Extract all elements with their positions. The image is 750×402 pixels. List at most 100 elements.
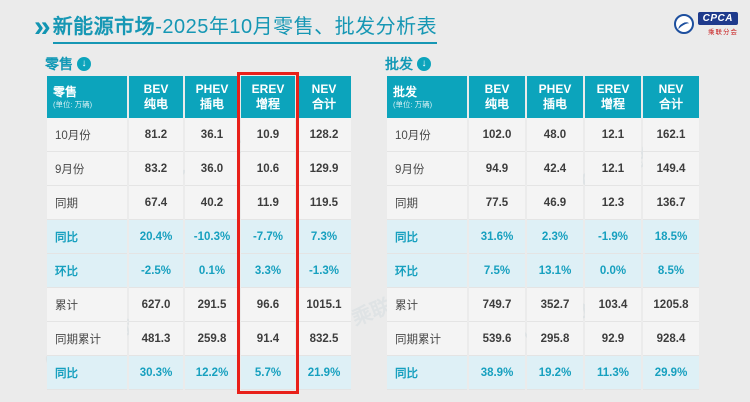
wholesale-header-row: 批发 (单位: 万辆) BEV 纯电 PHEV 插电 EREV 增程 NEV 合计 <box>387 76 699 118</box>
cell-value: 30.3% <box>129 356 183 390</box>
table-row-highlight: 同比 31.6% 2.3% -1.9% 18.5% <box>387 220 699 254</box>
row-label: 累计 <box>387 288 467 322</box>
retail-section-label: 零售 ↓ <box>45 56 353 72</box>
row-label: 同比 <box>47 356 127 390</box>
table-row-highlight: 同比 20.4% -10.3% -7.7% 7.3% <box>47 220 351 254</box>
logo-text-block: CPCA 乘联分会 <box>697 12 738 36</box>
cell-value: -10.3% <box>185 220 239 254</box>
cell-value: 38.9% <box>469 356 525 390</box>
table-row: 9月份 94.9 42.4 12.1 149.4 <box>387 152 699 186</box>
cell-value: 291.5 <box>185 288 239 322</box>
cell-value: 10.6 <box>241 152 295 186</box>
table-header-unit: (单位: 万辆) <box>393 99 433 109</box>
row-label: 10月份 <box>47 118 127 152</box>
row-label: 同比 <box>387 220 467 254</box>
column-header-nev: NEV 合计 <box>643 76 699 118</box>
cell-value: 29.9% <box>643 356 699 390</box>
cell-value: 21.9% <box>297 356 351 390</box>
cell-value: 10.9 <box>241 118 295 152</box>
row-label: 9月份 <box>47 152 127 186</box>
cell-value: 92.9 <box>585 322 641 356</box>
row-label: 同期累计 <box>47 322 127 356</box>
cell-value: 1015.1 <box>297 288 351 322</box>
retail-section-label-text: 零售 <box>45 56 73 72</box>
row-label: 环比 <box>47 254 127 288</box>
wholesale-section-label-text: 批发 <box>385 56 413 72</box>
cell-value: 102.0 <box>469 118 525 152</box>
column-header-phev: PHEV 插电 <box>527 76 583 118</box>
row-label: 同期累计 <box>387 322 467 356</box>
cell-value: 12.1 <box>585 152 641 186</box>
cell-value: 12.1 <box>585 118 641 152</box>
cell-value: 11.3% <box>585 356 641 390</box>
cell-value: -1.9% <box>585 220 641 254</box>
retail-header-row: 零售 (单位: 万辆) BEV 纯电 PHEV 插电 EREV 增程 NEV 合计 <box>47 76 351 118</box>
cell-value: 19.2% <box>527 356 583 390</box>
row-label: 同比 <box>387 356 467 390</box>
down-arrow-icon: ↓ <box>77 57 91 71</box>
cell-value: 149.4 <box>643 152 699 186</box>
table-row: 9月份 83.2 36.0 10.6 129.9 <box>47 152 351 186</box>
cell-value: 7.5% <box>469 254 525 288</box>
row-label: 9月份 <box>387 152 467 186</box>
table-row-highlight: 环比 -2.5% 0.1% 3.3% -1.3% <box>47 254 351 288</box>
retail-table: 零售 (单位: 万辆) BEV 纯电 PHEV 插电 EREV 增程 NEV 合计 10… <box>45 76 353 390</box>
logo-text: CPCA <box>697 12 738 25</box>
column-header-nev: NEV 合计 <box>297 76 351 118</box>
table-row: 10月份 81.2 36.1 10.9 128.2 <box>47 118 351 152</box>
cell-value: -2.5% <box>129 254 183 288</box>
row-label: 累计 <box>47 288 127 322</box>
column-header-phev: PHEV 插电 <box>185 76 239 118</box>
double-chevron-icon: » <box>34 10 51 43</box>
cell-value: 91.4 <box>241 322 295 356</box>
page-title-rest: -2025年10月零售、批发分析表 <box>155 16 438 38</box>
cell-value: 832.5 <box>297 322 351 356</box>
table-row-highlight: 环比 7.5% 13.1% 0.0% 8.5% <box>387 254 699 288</box>
row-label: 10月份 <box>387 118 467 152</box>
cell-value: -7.7% <box>241 220 295 254</box>
cell-value: 11.9 <box>241 186 295 220</box>
table-header-title: 批发 <box>393 84 418 99</box>
cell-value: 7.3% <box>297 220 351 254</box>
cell-value: 36.1 <box>185 118 239 152</box>
table-header-unit: (单位: 万辆) <box>53 99 93 109</box>
table-row: 10月份 102.0 48.0 12.1 162.1 <box>387 118 699 152</box>
cell-value: 749.7 <box>469 288 525 322</box>
table-header-title: 零售 <box>53 84 78 99</box>
cell-value: 0.1% <box>185 254 239 288</box>
cell-value: 539.6 <box>469 322 525 356</box>
cell-value: 3.3% <box>241 254 295 288</box>
cell-value: 1205.8 <box>643 288 699 322</box>
cell-value: 18.5% <box>643 220 699 254</box>
row-label: 同比 <box>47 220 127 254</box>
cell-value: 46.9 <box>527 186 583 220</box>
cell-value: 31.6% <box>469 220 525 254</box>
cell-value: 8.5% <box>643 254 699 288</box>
page-title: 新能源市场-2025年10月零售、批发分析表 <box>52 10 438 44</box>
cell-value: 0.0% <box>585 254 641 288</box>
cell-value: 928.4 <box>643 322 699 356</box>
cell-value: 481.3 <box>129 322 183 356</box>
table-row: 同期 67.4 40.2 11.9 119.5 <box>47 186 351 220</box>
down-arrow-icon: ↓ <box>417 57 431 71</box>
row-label: 同期 <box>47 186 127 220</box>
cell-value: 352.7 <box>527 288 583 322</box>
cell-value: 81.2 <box>129 118 183 152</box>
cell-value: 20.4% <box>129 220 183 254</box>
table-row-highlight: 同比 38.9% 19.2% 11.3% 29.9% <box>387 356 699 390</box>
cpca-logo: CPCA 乘联分会 <box>673 12 738 36</box>
title-row: » 新能源市场-2025年10月零售、批发分析表 <box>34 10 438 44</box>
cell-value: 94.9 <box>469 152 525 186</box>
cell-value: 627.0 <box>129 288 183 322</box>
row-label: 同期 <box>387 186 467 220</box>
cell-value: 77.5 <box>469 186 525 220</box>
cell-value: 12.2% <box>185 356 239 390</box>
column-header-erev: EREV 增程 <box>241 76 295 118</box>
cell-value: 136.7 <box>643 186 699 220</box>
cell-value: 48.0 <box>527 118 583 152</box>
retail-section: 零售 ↓ 零售 (单位: 万辆) BEV 纯电 PHEV 插电 EREV 增程 NEV… <box>45 56 353 394</box>
wholesale-header-label-cell: 批发 (单位: 万辆) <box>387 76 467 118</box>
column-header-bev: BEV 纯电 <box>129 76 183 118</box>
retail-header-label-cell: 零售 (单位: 万辆) <box>47 76 127 118</box>
